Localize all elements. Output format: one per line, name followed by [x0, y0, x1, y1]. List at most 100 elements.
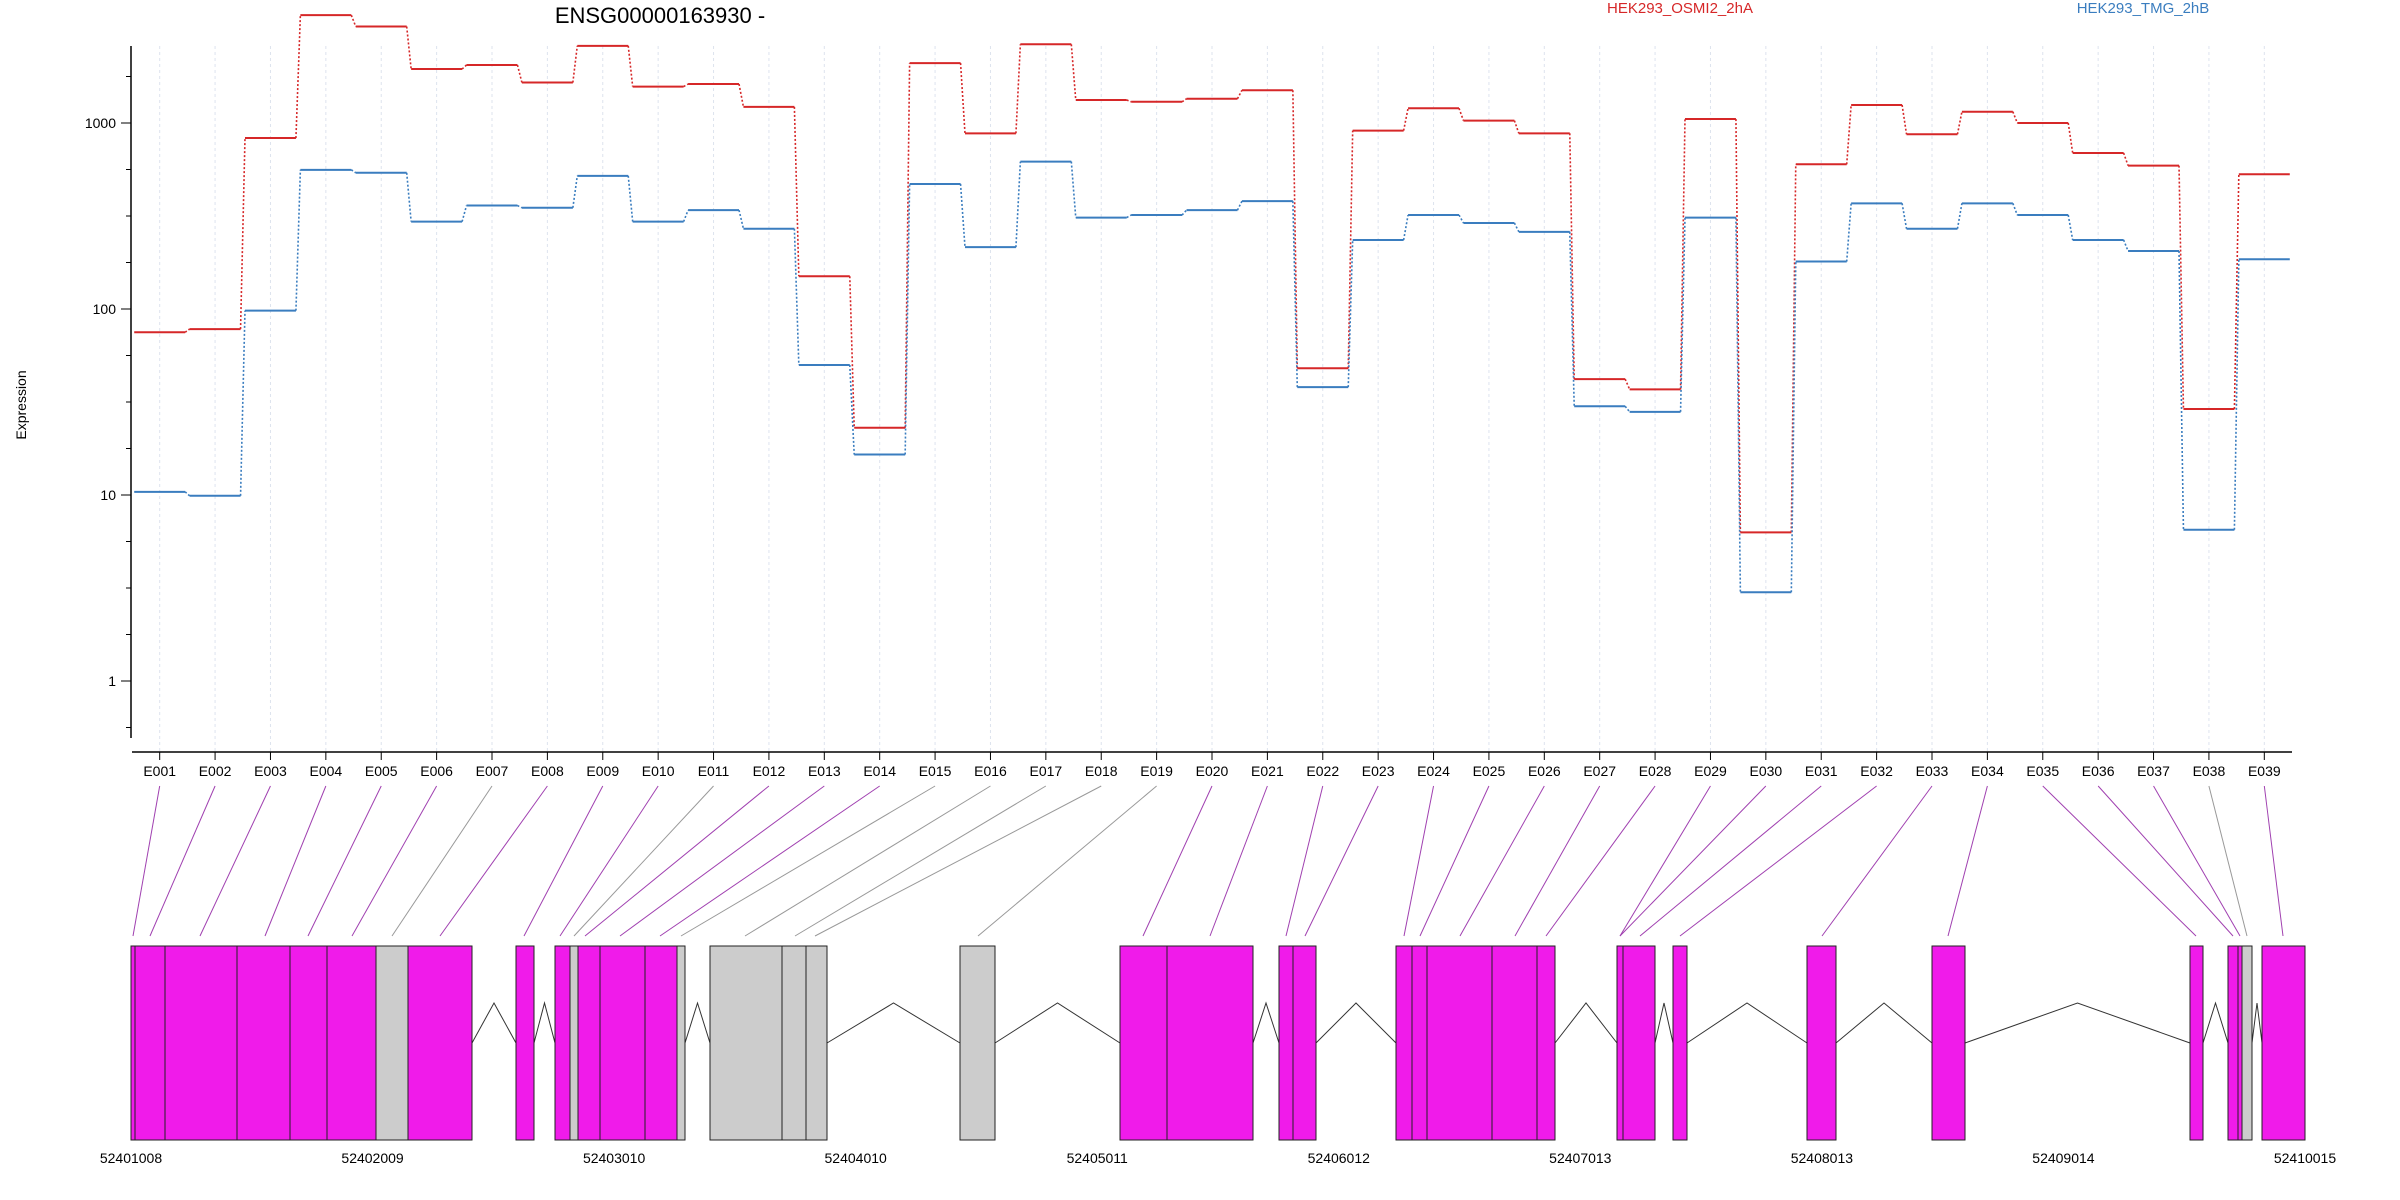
y-tick-label: 1: [108, 673, 116, 689]
series-0-connector: [2122, 152, 2129, 166]
series-0-connector: [1901, 104, 1908, 135]
series-1-connector: [1679, 217, 1686, 412]
exon-link-line: [1459, 785, 1545, 937]
exon-block: [407, 945, 473, 1141]
series-1-connector: [1402, 214, 1409, 241]
x-tick-label: E031: [1805, 763, 1838, 779]
intron-line: [1654, 1002, 1674, 1044]
exon-link-line: [2042, 785, 2197, 937]
exon-block: [1426, 945, 1493, 1141]
series-1-connector: [1070, 161, 1077, 218]
series-1-connector: [1347, 239, 1354, 388]
exon-link-line: [659, 785, 880, 937]
x-tick-label: E001: [143, 763, 176, 779]
exon-link-line: [149, 785, 216, 937]
series-1-connector: [738, 209, 745, 229]
genomic-coordinate-label: 52401008: [100, 1150, 163, 1166]
genomic-coordinate-label: 52409014: [2032, 1150, 2095, 1166]
series-1-connector: [848, 364, 856, 455]
x-tick-label: E016: [974, 763, 1007, 779]
exon-link-line: [794, 785, 1047, 937]
series-0-connector: [1513, 120, 1520, 134]
intron-line: [533, 1001, 556, 1044]
exon-block: [676, 945, 686, 1141]
series-1-connector: [2012, 203, 2019, 216]
exon-block: [1119, 945, 1168, 1141]
exon-block: [1672, 945, 1688, 1141]
x-tick-label: E014: [863, 763, 896, 779]
series-1-connector: [627, 175, 634, 222]
exon-block: [236, 945, 291, 1141]
x-tick-label: E019: [1140, 763, 1173, 779]
series-lines: [134, 14, 2290, 594]
series-0-connector: [1402, 108, 1409, 131]
x-tick-label: E037: [2137, 763, 2170, 779]
exon-link-line: [2263, 785, 2284, 937]
exon-block: [2241, 945, 2253, 1141]
series-0-connector: [405, 26, 412, 70]
exon-link-line: [1545, 785, 1656, 937]
exon-link-line: [523, 785, 604, 937]
exon-link-line: [1209, 785, 1268, 937]
exon-block: [1411, 945, 1428, 1141]
exon-link-line: [1679, 785, 1877, 937]
intron-line: [684, 1001, 711, 1044]
series-1-connector: [1181, 209, 1188, 216]
exon-block: [644, 945, 678, 1141]
series-0-connector: [1790, 164, 1797, 533]
exon-block: [1292, 945, 1317, 1141]
x-tick-label: E009: [586, 763, 619, 779]
series-0-connector: [1236, 89, 1243, 100]
exon-block: [2237, 945, 2243, 1141]
x-tick-label: E008: [531, 763, 564, 779]
x-tick-label: E024: [1417, 763, 1450, 779]
genomic-coordinate-label: 52408013: [1791, 1150, 1854, 1166]
intron-line: [2251, 1002, 2263, 1044]
exon-link-line: [573, 785, 714, 937]
series-0-connector: [1956, 111, 1963, 135]
series-1-connector: [1956, 203, 1963, 229]
series-1-connector: [461, 205, 468, 222]
exon-link-line: [1514, 785, 1601, 937]
x-axis: E001 E002 E003 E004 E005 E006 E007 E008 E009 E010…: [132, 751, 2292, 779]
x-tick-label: E017: [1029, 763, 1062, 779]
x-tick-label: E013: [808, 763, 841, 779]
chart-title: ENSG00000163930 -: [555, 3, 765, 28]
series-1-connector: [1015, 161, 1022, 248]
intron-line: [2202, 1001, 2229, 1044]
series-0-connector: [1181, 98, 1187, 103]
series-1-connector: [1126, 214, 1132, 219]
exon-block: [289, 945, 328, 1141]
exon-block: [1616, 945, 1624, 1141]
x-tick-label: E026: [1528, 763, 1561, 779]
series-0-connector: [1126, 99, 1132, 103]
series-1-connector: [1901, 203, 1908, 229]
x-tick-label: E021: [1251, 763, 1284, 779]
series-1-connector: [1735, 217, 1742, 593]
exon-block: [1536, 945, 1556, 1141]
exon-block: [164, 945, 238, 1141]
series-0-connector: [572, 45, 579, 83]
x-tick-label: E015: [919, 763, 952, 779]
exon-link-line: [1304, 785, 1379, 937]
exon-block: [1166, 945, 1254, 1141]
x-tick-label: E011: [698, 763, 730, 779]
series-0-connector: [2178, 165, 2185, 410]
series-1-connector: [959, 183, 966, 248]
exon-link-line: [2097, 785, 2234, 937]
series-1-connector: [184, 491, 191, 497]
exon-link-line: [391, 785, 493, 937]
exon-link-line: [680, 785, 936, 937]
exon-link-line: [264, 785, 327, 937]
legend-entry-osmi2: HEK293_OSMI2_2hA: [1607, 0, 1753, 17]
intron-line: [826, 1002, 961, 1044]
exon-block: [554, 945, 571, 1141]
exon-block: [130, 945, 136, 1141]
exon-link-line: [2153, 785, 2241, 937]
series-1-connector: [405, 172, 412, 222]
series-0-connector: [1070, 44, 1077, 101]
series-0-connector: [461, 64, 468, 70]
series-0-connector: [350, 14, 357, 27]
series-1-connector: [2233, 259, 2240, 530]
